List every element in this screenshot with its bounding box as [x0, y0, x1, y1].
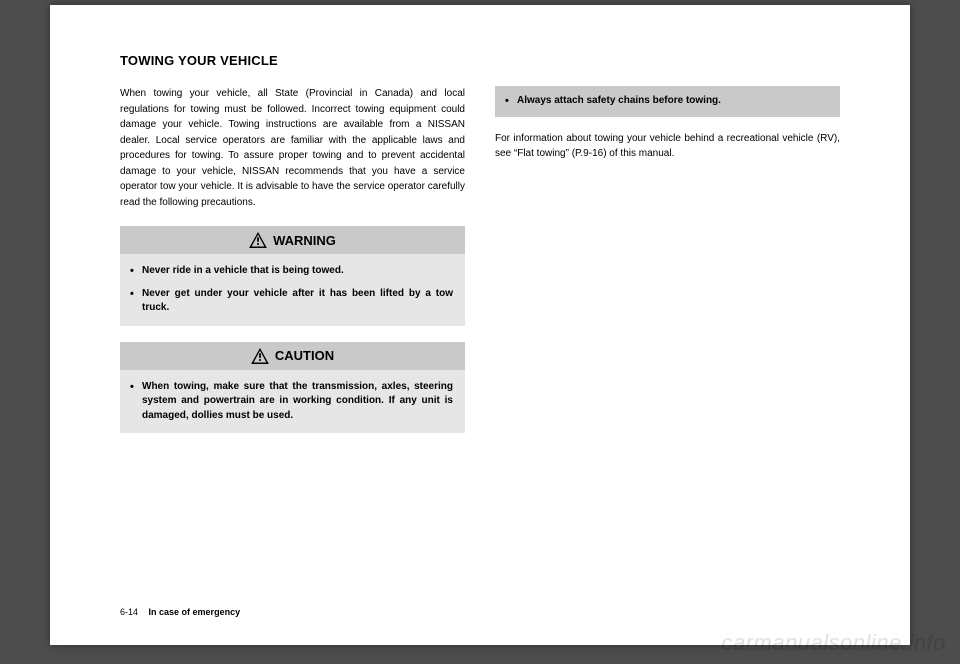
caution-label: CAUTION [275, 348, 334, 363]
manual-page: TOWING YOUR VEHICLE When towing your veh… [50, 5, 910, 645]
caution-header: CAUTION [120, 342, 465, 370]
section-title: TOWING YOUR VEHICLE [120, 53, 840, 68]
right-column: Always attach safety chains before towin… [495, 86, 840, 441]
warning-body: Never ride in a vehicle that is being to… [120, 254, 465, 326]
warning-header: WARNING [120, 226, 465, 254]
warning-triangle-icon [249, 232, 267, 248]
warning-list: Never ride in a vehicle that is being to… [128, 264, 453, 316]
intro-paragraph: When towing your vehicle, all State (Pro… [120, 86, 465, 210]
rv-towing-paragraph: For information about towing your vehicl… [495, 131, 840, 162]
left-column: When towing your vehicle, all State (Pro… [120, 86, 465, 441]
warning-box: WARNING Never ride in a vehicle that is … [120, 226, 465, 326]
caution-box: CAUTION When towing, make sure that the … [120, 342, 465, 434]
caution-body: When towing, make sure that the transmis… [120, 370, 465, 434]
page-footer: 6-14 In case of emergency [120, 607, 240, 617]
watermark-text: carmanualsonline.info [721, 630, 946, 656]
safety-chains-alert: Always attach safety chains before towin… [495, 86, 840, 117]
content-columns: When towing your vehicle, all State (Pro… [120, 86, 840, 441]
warning-label: WARNING [273, 233, 336, 248]
warning-item: Never ride in a vehicle that is being to… [128, 264, 453, 279]
page-number: 6-14 [120, 607, 138, 617]
caution-triangle-icon [251, 348, 269, 364]
caution-list: When towing, make sure that the transmis… [128, 380, 453, 424]
warning-item: Never get under your vehicle after it ha… [128, 287, 453, 316]
caution-item: When towing, make sure that the transmis… [128, 380, 453, 424]
footer-section-name: In case of emergency [149, 607, 241, 617]
safety-chains-text: Always attach safety chains before towin… [503, 94, 828, 109]
